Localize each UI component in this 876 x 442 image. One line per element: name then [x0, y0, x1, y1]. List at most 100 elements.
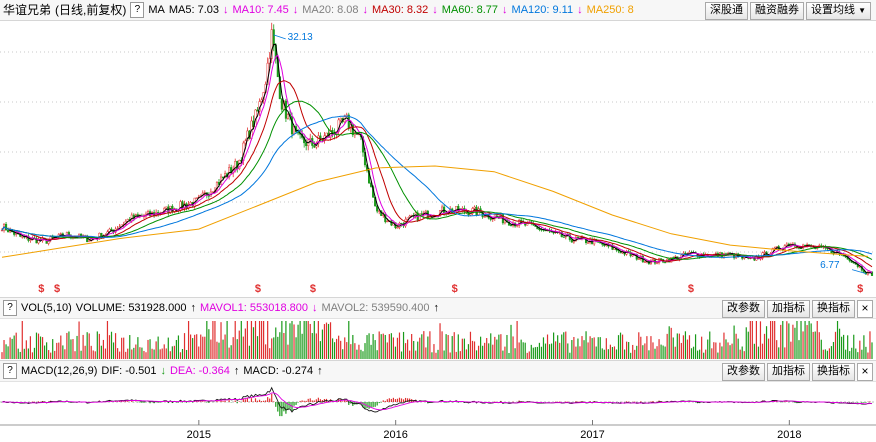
- volume-bar: [232, 337, 234, 359]
- arrow-up-icon: ↑: [233, 365, 240, 378]
- volume-bar: [465, 349, 468, 359]
- volume-help-button[interactable]: ?: [3, 300, 17, 317]
- volume-bar: [587, 342, 589, 359]
- volume-bar: [413, 340, 415, 359]
- chart-header: 华谊兄弟 (日线,前复权)? MA MA5: 7.03 ↓ MA10: 7.45 ↓ MA20…: [0, 0, 876, 21]
- mavol2-value: MAVOL2: 539590.400: [321, 302, 430, 315]
- candle-body: [339, 117, 342, 121]
- volume-bar: [289, 323, 291, 359]
- candle-body: [664, 261, 667, 264]
- volume-bar: [258, 321, 261, 359]
- macd-add-indicator-button[interactable]: 加指标: [767, 363, 810, 381]
- volume-bar: [696, 350, 699, 359]
- volume-bar: [857, 352, 859, 359]
- candle-body: [189, 202, 192, 205]
- macd-bar: [149, 402, 151, 404]
- volume-bar: [869, 331, 871, 359]
- candle-body: [538, 228, 541, 231]
- macd-bar: [297, 402, 299, 403]
- volume-bar: [406, 339, 409, 359]
- volume-bar: [246, 321, 248, 359]
- volume-bar: [80, 350, 82, 359]
- volume-bar: [486, 338, 488, 359]
- set-ma-button[interactable]: 设置均线 ▼: [806, 2, 871, 20]
- volume-bar: [654, 348, 656, 359]
- volume-bar: [664, 346, 666, 359]
- volume-bar: [163, 344, 165, 359]
- volume-bar: [630, 352, 632, 359]
- volume-bar: [745, 327, 747, 359]
- volume-bar: [668, 326, 670, 359]
- volume-bar: [354, 343, 356, 359]
- volume-bar: [13, 335, 15, 359]
- macd-bar: [344, 400, 346, 402]
- macd-bar: [857, 402, 859, 403]
- macd-swap-indicator-button[interactable]: 换指标: [812, 363, 855, 381]
- volume-bar: [575, 346, 577, 359]
- close-icon[interactable]: ×: [857, 363, 873, 381]
- macd-help-button[interactable]: ?: [3, 363, 17, 380]
- volume-bar: [5, 344, 7, 359]
- volume-bar: [368, 333, 370, 359]
- volume-bar: [463, 338, 465, 359]
- volume-bar: [571, 340, 573, 359]
- volume-bar: [595, 346, 597, 359]
- volume-bar: [573, 336, 575, 359]
- volume-params-button[interactable]: 改参数: [722, 300, 765, 318]
- volume-bar: [402, 331, 405, 359]
- volume-bar: [686, 339, 689, 359]
- volume-bar: [757, 346, 760, 359]
- macd-bar: [192, 402, 194, 403]
- moving-average-lines: [1, 43, 873, 274]
- volume-bar: [198, 346, 200, 359]
- low-price-label: 6.77: [820, 259, 840, 271]
- volume-bar: [607, 349, 609, 359]
- volume-bar: [19, 351, 21, 359]
- macd-bar: [143, 402, 145, 403]
- volume-bar: [490, 333, 492, 359]
- volume-bar: [386, 342, 388, 359]
- volume-bar: [86, 332, 88, 359]
- margin-trading-button[interactable]: 融资融券: [750, 2, 805, 20]
- volume-bar: [666, 333, 668, 359]
- volume-bar: [265, 344, 267, 359]
- volume-bar: [652, 342, 654, 359]
- macd-bar: [342, 401, 344, 402]
- volume-bar: [467, 344, 470, 359]
- volume-add-indicator-button[interactable]: 加指标: [767, 300, 810, 318]
- volume-bar: [228, 347, 230, 359]
- macd-bar: [847, 402, 849, 403]
- volume-bar: [648, 350, 650, 359]
- macd-bar: [619, 402, 622, 403]
- volume-swap-indicator-button[interactable]: 换指标: [812, 300, 855, 318]
- help-button[interactable]: ?: [130, 2, 145, 19]
- volume-bar: [185, 349, 188, 359]
- macd-bar: [273, 401, 275, 402]
- dividend-marker-icon: $: [857, 283, 863, 295]
- volume-bar: [820, 339, 822, 359]
- volume-bar: [279, 332, 281, 359]
- volume-bar: [753, 343, 755, 359]
- shgt-button[interactable]: 深股通: [705, 2, 749, 20]
- macd-bar: [869, 401, 871, 402]
- volume-bar: [159, 349, 161, 359]
- macd-bar: [394, 399, 397, 402]
- volume-bar: [352, 334, 354, 359]
- volume-bar: [530, 344, 532, 359]
- volume-bar: [755, 321, 758, 359]
- volume-bar: [309, 323, 311, 359]
- close-icon[interactable]: ×: [857, 300, 873, 318]
- volume-bar: [826, 350, 828, 359]
- volume-bar: [256, 336, 259, 359]
- volume-bar: [508, 352, 510, 359]
- candle-body: [59, 233, 62, 235]
- macd-params-button[interactable]: 改参数: [722, 363, 765, 381]
- volume-bar: [319, 341, 321, 359]
- macd-bar: [246, 398, 248, 402]
- macd-bar: [396, 398, 399, 402]
- volume-bar: [832, 341, 835, 359]
- macd-bar: [175, 402, 178, 403]
- candle-body: [98, 232, 101, 240]
- volume-bar: [662, 345, 664, 359]
